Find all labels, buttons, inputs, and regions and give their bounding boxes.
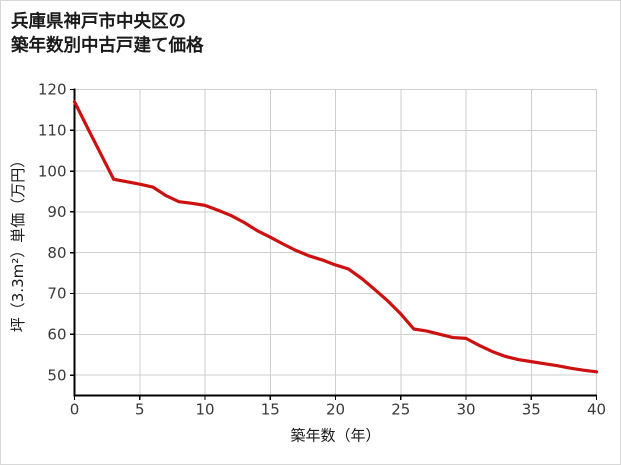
gridlines-group <box>74 89 597 396</box>
data-series-line <box>72 100 599 374</box>
x-axis-title: 築年数（年） <box>290 427 380 445</box>
x-tick-label: 15 <box>261 401 280 419</box>
x-tick-label: 20 <box>326 401 345 419</box>
y-tick-label: 80 <box>47 244 66 262</box>
x-tick-labels-group: 0 5 10 15 20 25 30 35 40 <box>70 401 606 419</box>
y-tick-label: 110 <box>38 122 67 140</box>
y-tick-label: 60 <box>47 326 66 344</box>
x-tick-label: 40 <box>587 401 606 419</box>
y-tick-labels-group: 50 60 70 80 90 100 110 120 <box>38 81 67 385</box>
x-tick-label: 35 <box>522 401 541 419</box>
x-tick-label: 10 <box>195 401 214 419</box>
y-tick-label: 90 <box>47 203 66 221</box>
tickmarks-group <box>70 88 598 400</box>
y-tick-label: 70 <box>47 285 66 303</box>
chart-title: 兵庫県神戸市中央区の 築年数別中古戸建て価格 <box>11 12 204 57</box>
x-tick-label: 5 <box>135 401 145 419</box>
x-tick-label: 30 <box>456 401 475 419</box>
x-tick-label: 0 <box>70 401 80 419</box>
x-tick-label: 25 <box>391 401 410 419</box>
y-tick-label: 100 <box>38 162 67 180</box>
y-axis-title: 坪（3.3m²）単価（万円） <box>9 153 27 332</box>
y-tick-label: 120 <box>38 81 67 99</box>
y-tick-label: 50 <box>47 366 66 384</box>
